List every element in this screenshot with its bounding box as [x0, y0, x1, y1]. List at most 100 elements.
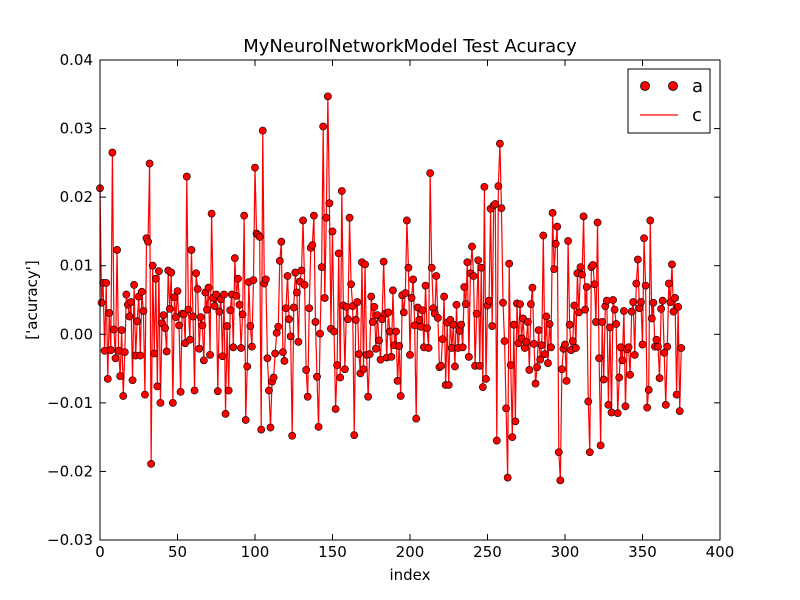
series-a-point: [524, 318, 531, 325]
series-a-point: [585, 398, 592, 405]
series-a-point: [247, 322, 254, 329]
series-a-point: [157, 399, 164, 406]
legend-label-a: a: [692, 76, 703, 97]
series-a-point: [304, 393, 311, 400]
series-a-point: [613, 320, 620, 327]
series-a-point: [385, 309, 392, 316]
series-a-point: [352, 316, 359, 323]
series-a-point: [329, 228, 336, 235]
series-a-point: [470, 272, 477, 279]
series-a-point: [620, 307, 627, 314]
series-a-point: [330, 328, 337, 335]
series-a-point: [129, 377, 136, 384]
series-a-point: [498, 205, 505, 212]
series-a-point: [552, 240, 559, 247]
series-a-point: [293, 289, 300, 296]
series-a-point: [544, 359, 551, 366]
series-a-point: [366, 351, 373, 358]
series-a-point: [589, 261, 596, 268]
y-tick-label: 0.02: [60, 188, 93, 206]
series-a-point: [138, 288, 145, 295]
series-a-point: [478, 264, 485, 271]
series-a-point: [423, 325, 430, 332]
chart-title: MyNeurolNetworkModel Test Acuracy: [243, 36, 577, 57]
series-a-point: [465, 353, 472, 360]
series-a-point: [175, 322, 182, 329]
series-a-point: [299, 217, 306, 224]
series-a-point: [675, 303, 682, 310]
legend-label-c: c: [692, 105, 702, 126]
series-a-point: [658, 305, 665, 312]
series-a-point: [361, 261, 368, 268]
series-a-point: [323, 214, 330, 221]
series-a-point: [408, 294, 415, 301]
series-a-point: [127, 298, 134, 305]
legend-marker-a: [641, 82, 650, 91]
series-a-point: [561, 341, 568, 348]
series-a-point: [290, 304, 297, 311]
series-a-point: [151, 350, 158, 357]
series-a-point: [380, 258, 387, 265]
series-a-point: [534, 364, 541, 371]
series-a-point: [510, 321, 517, 328]
series-a-point: [309, 242, 316, 249]
series-a-point: [375, 337, 382, 344]
series-a-point: [372, 345, 379, 352]
series-a-point: [279, 349, 286, 356]
series-a-point: [640, 235, 647, 242]
series-a-point: [121, 349, 128, 356]
series-a-point: [278, 238, 285, 245]
series-a-point: [324, 93, 331, 100]
series-a-point: [168, 269, 175, 276]
series-a-point: [199, 322, 206, 329]
series-a-point: [509, 434, 516, 441]
series-a-point: [310, 212, 317, 219]
series-a-point: [451, 363, 458, 370]
x-tick-label: 150: [318, 543, 347, 561]
series-a-point: [665, 280, 672, 287]
series-a-point: [516, 301, 523, 308]
series-a-point: [571, 302, 578, 309]
x-tick-label: 300: [551, 543, 580, 561]
series-a-point: [402, 290, 409, 297]
series-a-point: [233, 292, 240, 299]
series-a-point: [295, 338, 302, 345]
series-a-point: [558, 366, 565, 373]
series-a-point: [194, 285, 201, 292]
plot-area: [96, 93, 684, 484]
series-a-point: [586, 449, 593, 456]
x-tick-label: 100: [241, 543, 270, 561]
series-a-point: [196, 345, 203, 352]
series-a-point: [428, 264, 435, 271]
series-a-point: [185, 306, 192, 313]
legend-marker-a: [669, 82, 678, 91]
series-a-point: [276, 257, 283, 264]
series-a-point: [546, 320, 553, 327]
series-a-point: [206, 351, 213, 358]
series-a-point: [160, 311, 167, 318]
series-a-point: [337, 374, 344, 381]
series-a-point: [678, 344, 685, 351]
series-a-point: [239, 311, 246, 318]
series-a-point: [578, 271, 585, 278]
series-a-point: [639, 341, 646, 348]
series-a-point: [301, 281, 308, 288]
series-a-point: [103, 279, 110, 286]
series-a-point: [131, 281, 138, 288]
series-a-point: [434, 314, 441, 321]
series-a-point: [628, 308, 635, 315]
series-a-point: [231, 255, 238, 262]
series-a-point: [220, 291, 227, 298]
series-a-point: [583, 283, 590, 290]
series-a-point: [281, 357, 288, 364]
series-a-point: [664, 343, 671, 350]
series-a-point: [174, 287, 181, 294]
series-a-point: [118, 327, 125, 334]
series-a-point: [475, 257, 482, 264]
series-a-point: [315, 423, 322, 430]
series-a-point: [371, 303, 378, 310]
series-a-point: [146, 160, 153, 167]
series-a-point: [459, 344, 466, 351]
series-a-point: [557, 477, 564, 484]
